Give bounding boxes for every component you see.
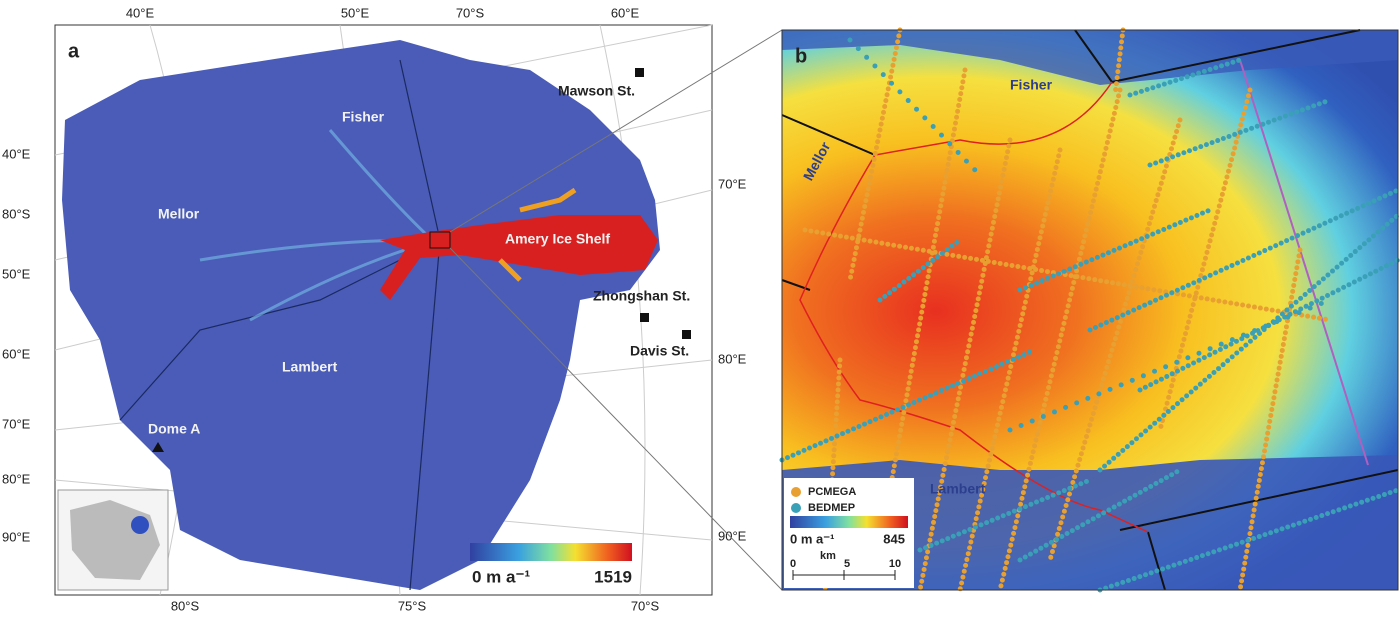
scale-label: 10	[889, 558, 901, 570]
station-marker	[682, 330, 691, 339]
ice-sheet	[62, 40, 660, 590]
region-label: Fisher	[342, 109, 385, 125]
basin-inset	[131, 516, 149, 534]
lon-label: 50°E	[341, 5, 370, 20]
region-label: Amery Ice Shelf	[505, 231, 610, 247]
legend-label: PCMEGA	[808, 486, 856, 498]
colorbar-label: 0 m a⁻¹	[790, 531, 834, 546]
panel-a: a 40°E 50°E 70°S 60°E 40°E 80°S 50°E 60°…	[2, 5, 747, 613]
lon-label: 60°E	[611, 5, 640, 20]
axis-label: 90°E	[718, 528, 747, 543]
colorbar	[790, 516, 908, 528]
scale-label: 5	[844, 558, 850, 570]
axis-label: 70°E	[2, 416, 31, 431]
region-label: Lambert	[930, 481, 986, 497]
scale-unit: km	[820, 550, 836, 562]
lon-label: 40°E	[126, 5, 155, 20]
basin-boundary	[119, 59, 441, 421]
axis-label: 70°S	[631, 598, 660, 613]
region-label: Lambert	[282, 359, 338, 375]
panel-b: b Fisher Mellor Lambert PCMEGA BEDMEP 0 …	[779, 27, 1400, 593]
axis-label: 60°E	[2, 346, 31, 361]
station-label: Zhongshan St.	[593, 288, 690, 304]
legend-swatch	[791, 487, 801, 497]
flow-boundary	[799, 81, 1149, 533]
inset-box	[429, 231, 451, 249]
station-marker	[640, 313, 649, 322]
region-label: Mellor	[158, 206, 200, 222]
legend-label: BEDMEP	[808, 502, 855, 514]
axis-label: 40°E	[2, 146, 31, 161]
station-label: Davis St.	[630, 343, 689, 359]
axis-label: 50°E	[2, 266, 31, 281]
basin-boundary	[409, 239, 441, 591]
frame	[781, 29, 1399, 591]
axis-label: 80°S	[2, 206, 31, 221]
legend	[784, 478, 914, 588]
region-label: Fisher	[1010, 77, 1053, 93]
panel-label: a	[68, 40, 80, 62]
legend-swatch	[791, 503, 801, 513]
bedmep-tracks	[779, 37, 1400, 593]
colorbar-label: 1519	[594, 567, 632, 586]
glacier-flow	[498, 187, 577, 282]
axis-label: 90°E	[2, 529, 31, 544]
zoom-lines	[449, 29, 783, 591]
station-label: Mawson St.	[558, 83, 635, 99]
lat-label: 70°S	[456, 5, 485, 20]
dome-marker	[152, 442, 164, 452]
colorbar-label: 0 m a⁻¹	[472, 567, 530, 586]
axis-label: 80°S	[171, 598, 200, 613]
panel-label: b	[795, 45, 807, 67]
region-label: Dome A	[148, 421, 200, 437]
axis-label: 75°S	[398, 598, 427, 613]
axis-label: 80°E	[2, 471, 31, 486]
axis-label: 80°E	[718, 351, 747, 366]
slow-ice	[782, 30, 1398, 85]
station-marker	[635, 68, 644, 77]
axis-label: 70°E	[718, 176, 747, 191]
scale-label: 0	[790, 558, 796, 570]
colorbar	[470, 543, 632, 561]
profile-line	[1239, 59, 1369, 466]
scale-bar	[792, 570, 896, 580]
colorbar-label: 845	[883, 531, 905, 546]
